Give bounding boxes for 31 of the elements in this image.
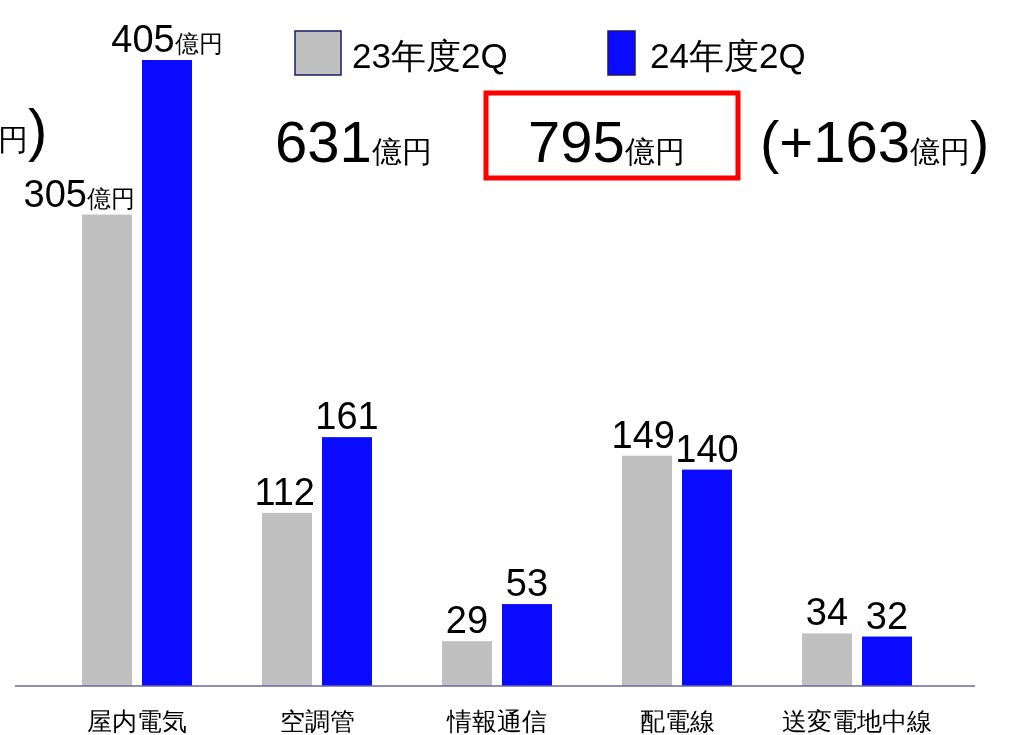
x-tick-label: 送変電地中線: [782, 707, 932, 735]
data-label: 32: [865, 594, 909, 637]
bar: [622, 455, 672, 686]
data-label: 305億円: [23, 172, 135, 215]
legend-label: 24年度2Q: [650, 36, 806, 75]
bar: [502, 604, 552, 686]
bar: [142, 60, 192, 686]
bar: [262, 512, 312, 686]
legend-label: 23年度2Q: [352, 36, 508, 75]
data-label: 29: [445, 599, 489, 642]
data-label: 34: [805, 591, 849, 634]
data-label: 149: [611, 413, 675, 456]
x-tick-label: 配電線: [639, 707, 715, 735]
data-label: 140: [675, 427, 739, 470]
bar: [82, 214, 132, 686]
annotation: 631億円: [275, 109, 432, 174]
annotation: 795億円: [528, 109, 685, 174]
x-tick-label: 屋内電気: [87, 707, 187, 735]
annotation: (+163億円): [760, 109, 990, 174]
data-label: 53: [505, 562, 549, 605]
x-tick-label: 空調管: [279, 707, 355, 735]
bar: [802, 633, 852, 686]
bar: [442, 641, 492, 686]
bar: [682, 469, 732, 686]
x-tick-label: 情報通信: [446, 707, 547, 735]
bar: [322, 437, 372, 686]
data-label: 405億円: [111, 18, 223, 60]
bar: [862, 636, 912, 686]
data-label: 112: [254, 470, 315, 513]
data-label: 161: [315, 395, 379, 438]
annotation: 円): [0, 97, 48, 162]
